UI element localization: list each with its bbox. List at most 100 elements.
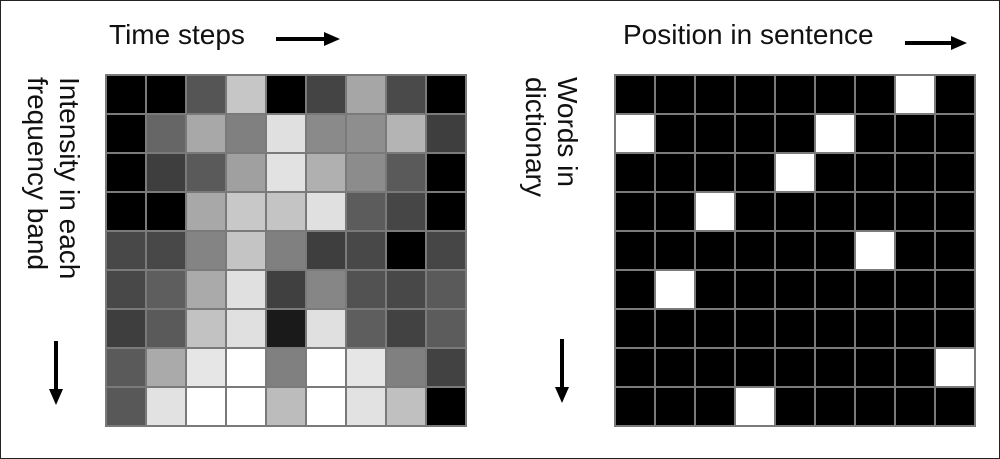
- grid-cell: [616, 154, 654, 191]
- grid-cell: [896, 388, 934, 425]
- grid-cell: [387, 388, 425, 425]
- grid-cell: [776, 115, 814, 152]
- grid-cell: [227, 115, 265, 152]
- grid-cell: [227, 388, 265, 425]
- grid-cell: [656, 193, 694, 230]
- grid-cell: [896, 115, 934, 152]
- position-in-sentence-label: Position in sentence: [623, 19, 874, 50]
- grid-cell: [227, 193, 265, 230]
- grid-cell: [896, 76, 934, 113]
- grid-cell: [696, 388, 734, 425]
- grid-cell: [187, 115, 225, 152]
- grid-cell: [936, 349, 974, 386]
- grid-cell: [267, 388, 305, 425]
- grid-cell: [347, 193, 385, 230]
- grid-cell: [856, 310, 894, 347]
- grid-cell: [347, 232, 385, 269]
- grid-cell: [347, 115, 385, 152]
- grid-cell: [816, 271, 854, 308]
- grid-cell: [187, 193, 225, 230]
- grid-cell: [307, 76, 345, 113]
- grid-cell: [427, 271, 465, 308]
- grid-cell: [816, 232, 854, 269]
- grid-cell: [776, 193, 814, 230]
- grid-cell: [267, 115, 305, 152]
- grid-cell: [736, 115, 774, 152]
- grid-cell: [816, 193, 854, 230]
- grid-cell: [616, 349, 654, 386]
- grid-cell: [656, 388, 694, 425]
- grid-cell: [347, 76, 385, 113]
- grid-cell: [776, 388, 814, 425]
- grid-cell: [856, 76, 894, 113]
- grid-cell: [936, 193, 974, 230]
- arrow-down-icon: [49, 341, 63, 405]
- grid-cell: [147, 349, 185, 386]
- grid-cell: [856, 232, 894, 269]
- grid-cell: [816, 76, 854, 113]
- grid-cell: [387, 76, 425, 113]
- grid-cell: [616, 271, 654, 308]
- grid-cell: [187, 271, 225, 308]
- grid-cell: [856, 271, 894, 308]
- grid-cell: [936, 232, 974, 269]
- grid-cell: [656, 232, 694, 269]
- grid-cell: [147, 232, 185, 269]
- grid-cell: [776, 154, 814, 191]
- grid-cell: [896, 232, 934, 269]
- grid-cell: [187, 154, 225, 191]
- grid-cell: [427, 388, 465, 425]
- grid-cell: [387, 232, 425, 269]
- grid-cell: [816, 388, 854, 425]
- time-steps-label: Time steps: [109, 19, 245, 50]
- grid-cell: [776, 76, 814, 113]
- grid-cell: [267, 349, 305, 386]
- grid-cell: [896, 349, 934, 386]
- one-hot-grid: [614, 74, 976, 427]
- grid-cell: [107, 271, 145, 308]
- grid-cell: [736, 349, 774, 386]
- grid-cell: [696, 193, 734, 230]
- grid-cell: [856, 115, 894, 152]
- grid-cell: [736, 76, 774, 113]
- grid-cell: [267, 76, 305, 113]
- grid-cell: [696, 271, 734, 308]
- grid-cell: [387, 193, 425, 230]
- grid-cell: [227, 76, 265, 113]
- grid-cell: [347, 271, 385, 308]
- arrow-right-icon: [905, 36, 967, 50]
- grid-cell: [427, 76, 465, 113]
- grid-cell: [616, 193, 654, 230]
- grid-cell: [656, 76, 694, 113]
- grid-cell: [187, 388, 225, 425]
- grid-cell: [387, 310, 425, 347]
- grid-cell: [347, 349, 385, 386]
- grid-cell: [107, 154, 145, 191]
- grid-cell: [107, 76, 145, 113]
- grid-cell: [936, 76, 974, 113]
- grid-cell: [427, 115, 465, 152]
- words-in-dictionary-label: Words in dictionary: [520, 77, 583, 197]
- grid-cell: [387, 349, 425, 386]
- grid-cell: [307, 349, 345, 386]
- intensity-label: Intensity in each frequency band: [22, 77, 85, 280]
- arrow-down-icon: [555, 339, 569, 403]
- grid-cell: [427, 193, 465, 230]
- grid-cell: [736, 271, 774, 308]
- grid-cell: [147, 115, 185, 152]
- grid-cell: [227, 310, 265, 347]
- grid-cell: [267, 154, 305, 191]
- grid-cell: [936, 310, 974, 347]
- grid-cell: [267, 271, 305, 308]
- grid-cell: [776, 349, 814, 386]
- grid-cell: [696, 154, 734, 191]
- grid-cell: [616, 310, 654, 347]
- grid-cell: [936, 115, 974, 152]
- grid-cell: [616, 232, 654, 269]
- grid-cell: [856, 349, 894, 386]
- grid-cell: [816, 310, 854, 347]
- grid-cell: [267, 193, 305, 230]
- grid-cell: [656, 310, 694, 347]
- grid-cell: [776, 232, 814, 269]
- grid-cell: [307, 154, 345, 191]
